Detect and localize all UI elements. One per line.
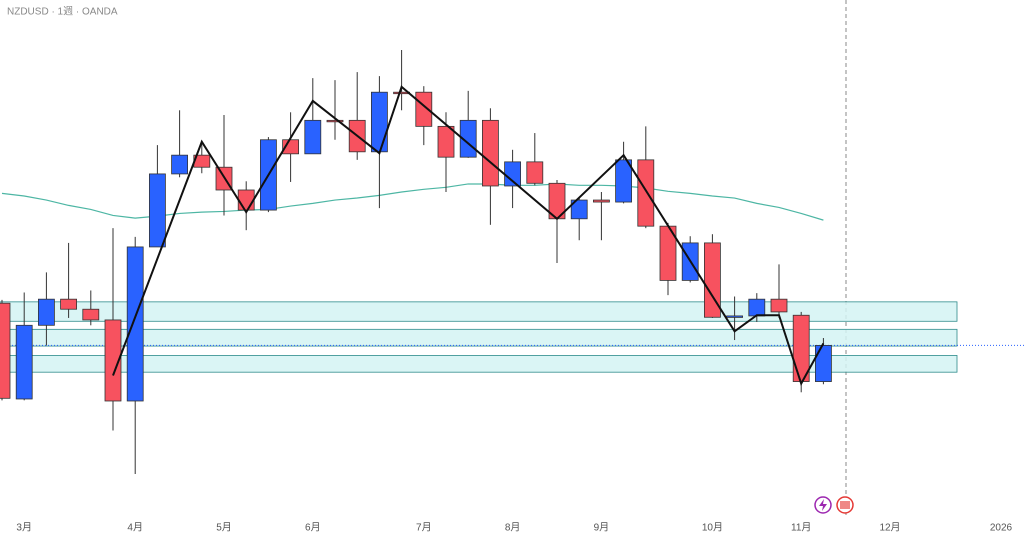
candle-body: [304, 119, 322, 155]
candle-body: [370, 91, 388, 153]
candle-body: [326, 119, 344, 123]
x-tick-label: 12月: [879, 522, 900, 534]
candle-body: [726, 315, 743, 318]
candle-body: [615, 159, 632, 203]
candle-body: [0, 302, 11, 399]
x-tick-label: 4月: [127, 522, 143, 534]
zone: [0, 355, 958, 373]
icon: [819, 499, 827, 511]
candle-body: [570, 199, 588, 220]
candle-body: [126, 246, 144, 402]
candle-body: [593, 199, 610, 203]
candle-body: [82, 308, 100, 321]
x-tick-label: 10月: [702, 522, 723, 534]
candle-body: [415, 91, 433, 127]
chart-title: NZDUSD · 1週 · OANDA: [7, 6, 118, 18]
candle-body: [770, 298, 788, 313]
x-tick-label: 8月: [505, 522, 521, 534]
x-tick-label: 2026: [990, 523, 1013, 534]
candle-body: [637, 159, 655, 227]
candle-body: [104, 319, 122, 402]
zigzag: [112, 85, 825, 387]
candle-body: [60, 298, 77, 310]
candle-body: [748, 298, 766, 317]
candle-body: [526, 161, 544, 184]
candle-body: [437, 125, 455, 158]
moving-average: [1, 183, 824, 221]
x-tick-label: 7月: [416, 522, 432, 534]
candle-body: [38, 298, 55, 326]
candle-body: [237, 189, 255, 211]
icon: [840, 501, 850, 509]
x-tick-label: 11月: [791, 522, 811, 534]
candle-body: [704, 242, 721, 318]
x-tick-label: 9月: [594, 522, 610, 534]
x-tick-label: 6月: [305, 522, 321, 534]
zone: [0, 328, 958, 347]
x-tick-label: 3月: [16, 522, 32, 534]
candle-body: [15, 324, 33, 400]
x-tick-label: 5月: [216, 522, 232, 534]
candle-body: [171, 154, 189, 175]
candle-body: [815, 344, 832, 382]
icons: [814, 496, 854, 514]
candle-body: [148, 173, 166, 248]
candle-body: [481, 119, 499, 187]
